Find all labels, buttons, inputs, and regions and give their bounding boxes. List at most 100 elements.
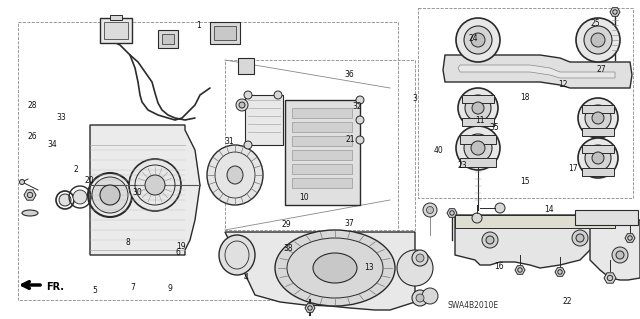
Bar xyxy=(285,100,360,205)
Bar xyxy=(292,164,352,174)
Ellipse shape xyxy=(426,206,433,213)
Text: 1: 1 xyxy=(196,21,201,30)
Text: 19: 19 xyxy=(176,242,186,251)
Bar xyxy=(210,22,240,44)
Bar xyxy=(18,22,398,300)
Text: 40: 40 xyxy=(433,146,444,155)
Bar xyxy=(460,158,496,167)
Circle shape xyxy=(607,275,612,281)
Text: FR.: FR. xyxy=(46,282,64,292)
Bar xyxy=(238,58,254,74)
Bar xyxy=(292,150,352,160)
Ellipse shape xyxy=(456,126,500,170)
Text: 32: 32 xyxy=(352,102,362,111)
Ellipse shape xyxy=(313,253,357,283)
Bar xyxy=(582,145,614,153)
Ellipse shape xyxy=(465,95,491,121)
Text: 9: 9 xyxy=(167,284,172,293)
Circle shape xyxy=(239,102,245,108)
Text: SWA4B2010E: SWA4B2010E xyxy=(448,300,499,309)
Text: 26: 26 xyxy=(27,132,37,141)
Polygon shape xyxy=(590,220,640,280)
Text: 18: 18 xyxy=(520,93,529,102)
Polygon shape xyxy=(447,209,457,217)
Ellipse shape xyxy=(412,290,428,306)
Text: 17: 17 xyxy=(568,164,578,173)
Ellipse shape xyxy=(578,98,618,138)
Ellipse shape xyxy=(92,177,128,213)
Polygon shape xyxy=(305,304,315,312)
Circle shape xyxy=(356,96,364,104)
Circle shape xyxy=(628,236,632,240)
Text: 23: 23 xyxy=(457,161,467,170)
Bar xyxy=(162,34,174,44)
Circle shape xyxy=(612,10,617,14)
Polygon shape xyxy=(90,125,200,255)
Polygon shape xyxy=(610,8,620,16)
Text: 36: 36 xyxy=(344,70,354,78)
Circle shape xyxy=(486,236,494,244)
Circle shape xyxy=(244,141,252,149)
Ellipse shape xyxy=(576,18,620,62)
Text: 33: 33 xyxy=(56,113,66,122)
Ellipse shape xyxy=(129,159,181,211)
Text: 11: 11 xyxy=(476,116,484,125)
Circle shape xyxy=(236,99,248,111)
Ellipse shape xyxy=(59,194,71,206)
Bar xyxy=(418,8,633,198)
Polygon shape xyxy=(625,234,635,242)
Ellipse shape xyxy=(397,250,433,286)
Text: 30: 30 xyxy=(132,189,143,197)
Text: 22: 22 xyxy=(563,297,572,306)
Bar xyxy=(292,122,352,132)
Circle shape xyxy=(244,91,252,99)
Circle shape xyxy=(308,306,312,310)
Text: 34: 34 xyxy=(47,140,58,149)
Circle shape xyxy=(616,251,624,259)
Ellipse shape xyxy=(73,190,87,204)
Circle shape xyxy=(576,234,584,242)
Bar xyxy=(100,18,132,43)
Circle shape xyxy=(356,136,364,144)
Ellipse shape xyxy=(219,235,255,275)
Ellipse shape xyxy=(591,33,605,47)
Polygon shape xyxy=(604,273,616,283)
Circle shape xyxy=(19,180,24,184)
Polygon shape xyxy=(455,215,615,268)
Text: 7: 7 xyxy=(130,283,135,292)
Bar xyxy=(582,105,614,113)
Ellipse shape xyxy=(416,254,424,262)
Polygon shape xyxy=(515,266,525,274)
Circle shape xyxy=(557,270,563,274)
Text: 20: 20 xyxy=(84,176,95,185)
Ellipse shape xyxy=(585,105,611,131)
Text: 13: 13 xyxy=(364,263,374,272)
Text: 14: 14 xyxy=(544,205,554,214)
Circle shape xyxy=(518,268,522,272)
Bar xyxy=(104,22,128,39)
Bar xyxy=(292,108,352,118)
Circle shape xyxy=(572,230,588,246)
Text: 37: 37 xyxy=(344,219,354,228)
Bar xyxy=(292,178,352,188)
Ellipse shape xyxy=(456,18,500,62)
Ellipse shape xyxy=(458,88,498,128)
Circle shape xyxy=(495,203,505,213)
Bar xyxy=(582,128,614,136)
Text: 10: 10 xyxy=(299,193,309,202)
Bar xyxy=(245,95,283,145)
Text: 25: 25 xyxy=(590,19,600,28)
Polygon shape xyxy=(225,232,415,310)
Text: 24: 24 xyxy=(468,34,479,43)
Polygon shape xyxy=(555,268,565,276)
Bar xyxy=(225,60,415,230)
Ellipse shape xyxy=(227,166,243,184)
Bar xyxy=(462,95,494,103)
Ellipse shape xyxy=(471,141,485,155)
Ellipse shape xyxy=(100,185,120,205)
Circle shape xyxy=(274,91,282,99)
Polygon shape xyxy=(575,210,638,225)
Ellipse shape xyxy=(585,145,611,171)
Text: 5: 5 xyxy=(92,286,97,295)
Ellipse shape xyxy=(578,138,618,178)
